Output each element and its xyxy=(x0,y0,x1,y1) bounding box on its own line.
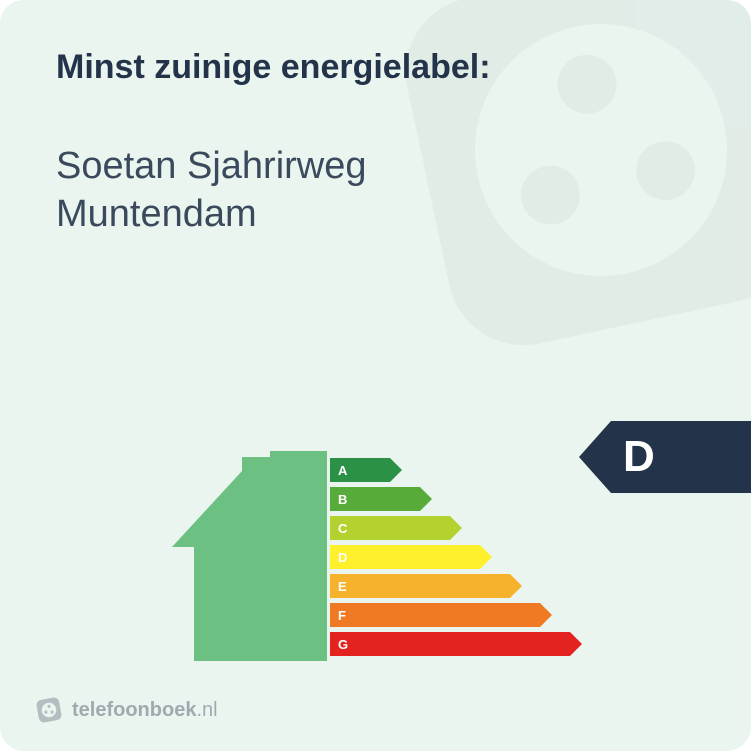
energy-bar-body: D xyxy=(330,545,480,569)
brand-icon xyxy=(36,697,62,723)
energy-label-card: Minst zuinige energielabel: Soetan Sjahr… xyxy=(0,0,751,751)
energy-bars: ABCDEFG xyxy=(330,458,610,661)
energy-bar-g: G xyxy=(330,632,610,656)
address-line-1: Soetan Sjahrirweg xyxy=(56,143,695,191)
energy-bar-arrow xyxy=(420,487,432,511)
rating-badge-arrow xyxy=(579,421,611,493)
card-title: Minst zuinige energielabel: xyxy=(56,48,695,87)
energy-bar-arrow xyxy=(510,574,522,598)
energy-bar-body: C xyxy=(330,516,450,540)
energy-bar-e: E xyxy=(330,574,610,598)
energy-bar-d: D xyxy=(330,545,610,569)
footer-branding: telefoonboek.nl xyxy=(36,697,218,723)
brand-text: telefoonboek.nl xyxy=(72,699,218,722)
energy-bar-arrow xyxy=(540,603,552,627)
brand-name: telefoonboek xyxy=(72,699,196,721)
rating-badge: D xyxy=(579,421,751,493)
energy-bar-arrow xyxy=(450,516,462,540)
energy-bar-arrow xyxy=(570,632,582,656)
energy-bar-body: A xyxy=(330,458,390,482)
brand-tld: .nl xyxy=(196,699,217,721)
energy-bar-body: F xyxy=(330,603,540,627)
energy-bar-body: G xyxy=(330,632,570,656)
energy-bar-arrow xyxy=(390,458,402,482)
energy-bar-a: A xyxy=(330,458,610,482)
energy-bar-f: F xyxy=(330,603,610,627)
energy-bar-b: B xyxy=(330,487,610,511)
address-block: Soetan Sjahrirweg Muntendam xyxy=(56,143,695,238)
house-icon xyxy=(172,451,327,661)
rating-letter: D xyxy=(611,421,751,493)
energy-chart: ABCDEFG D xyxy=(0,411,751,671)
address-line-2: Muntendam xyxy=(56,191,695,239)
energy-bar-arrow xyxy=(480,545,492,569)
content-area: Minst zuinige energielabel: Soetan Sjahr… xyxy=(0,0,751,238)
energy-bar-body: B xyxy=(330,487,420,511)
energy-bar-body: E xyxy=(330,574,510,598)
energy-bar-c: C xyxy=(330,516,610,540)
